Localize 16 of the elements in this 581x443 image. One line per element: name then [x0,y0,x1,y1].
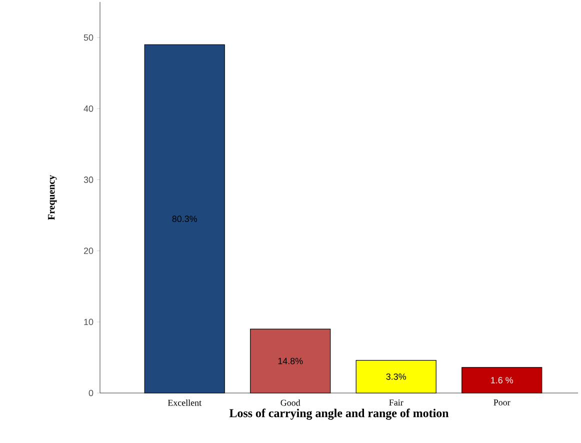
x-axis-title: Loss of carrying angle and range of motion [229,408,449,420]
x-tick-label: Good [280,400,300,406]
y-tick-label: 50 [84,34,94,41]
x-tick-label: Poor [494,400,510,406]
x-tick-label: Excellent [168,400,202,406]
annotation: 14.8% [278,358,303,364]
y-tick-label: 0 [88,390,94,396]
annotation: 1.6 % [491,377,514,384]
y-tick-label: 30 [84,176,94,183]
y-axis-title: Frequency [48,174,57,220]
y-tick-label: 40 [84,105,94,112]
annotation: 3.3% [386,373,406,380]
annotation: 80.3% [172,216,197,222]
y-tick-label: 20 [84,248,94,254]
x-tick-label: Fair [389,400,404,406]
y-tick-label: 10 [84,318,94,326]
